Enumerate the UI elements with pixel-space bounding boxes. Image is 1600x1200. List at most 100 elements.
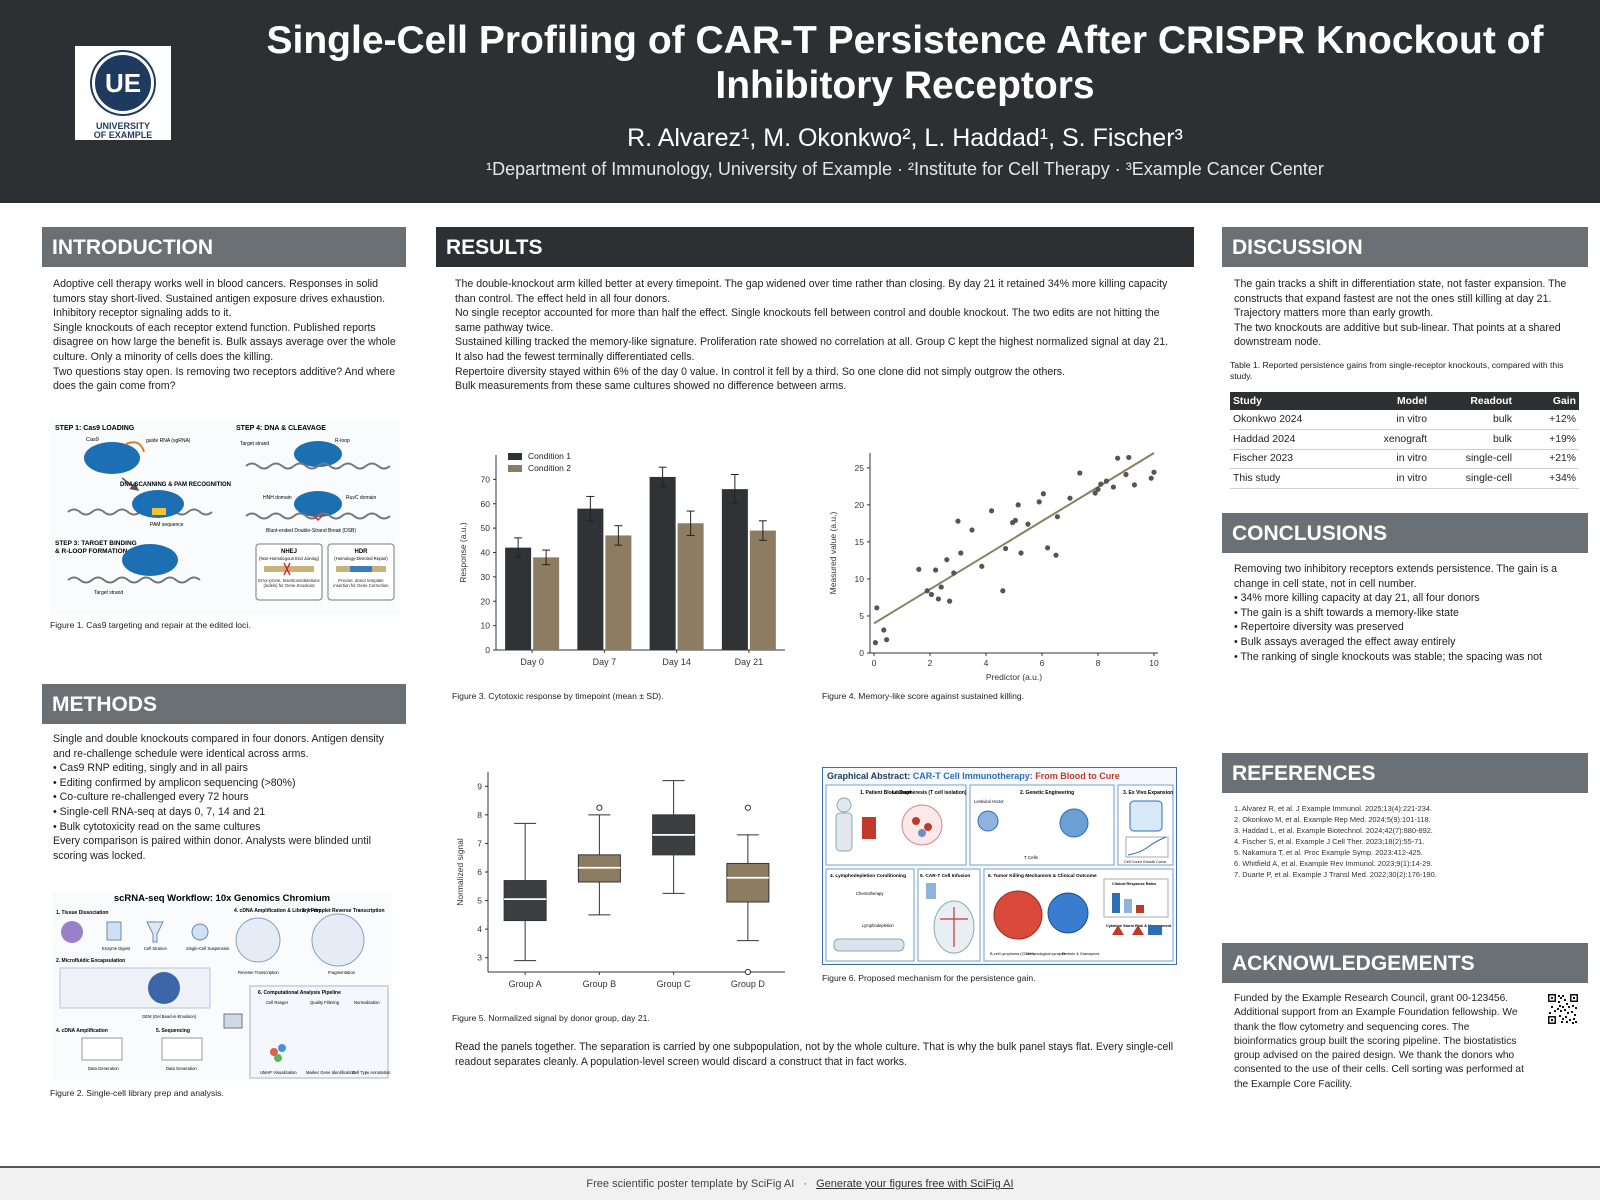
qr-module (1567, 1012, 1569, 1014)
fig6-p4: 4. Lymphodepletion Conditioning (830, 873, 906, 879)
qr-module (1575, 1021, 1577, 1023)
conclusions-text: Removing two inhibitory receptors extend… (1234, 562, 1576, 664)
fig1-target-label: Target strand (94, 590, 123, 596)
y-tick-label: 70 (481, 474, 491, 484)
fig2-suspension: Single-Cell Suspension (186, 946, 230, 951)
fig6-perforin: Perforin & Granzymes (1062, 952, 1099, 956)
y-axis-label: Measured value (a.u.) (828, 511, 838, 594)
scatter-point (1098, 481, 1104, 487)
svg-text:Graphical Abstract: CAR-T Cell: Graphical Abstract: CAR-T Cell Immunothe… (827, 771, 1120, 781)
table-cell: in vitro (1350, 468, 1430, 489)
scatter-point (1018, 550, 1024, 556)
fig6-p1b: Leukapheresis (T cell isolation) (892, 790, 967, 796)
scatter-point (944, 557, 950, 563)
qr-module (1557, 1008, 1559, 1010)
footer-link[interactable]: Generate your figures free with SciFig A… (816, 1178, 1014, 1190)
donor-template-icon (350, 566, 372, 572)
conclusions-bullet: • The ranking of single knockouts was st… (1234, 650, 1542, 663)
fig6-tcells: T Cells (1024, 855, 1039, 860)
scatter-point (1025, 521, 1031, 527)
qr-finder-core (1551, 1019, 1553, 1021)
x-tick-label: 8 (1096, 658, 1101, 668)
table-cell: Fischer 2023 (1230, 449, 1350, 469)
table-header-cell: Readout (1430, 392, 1515, 410)
y-tick-label: 5 (859, 611, 864, 621)
scatter-point (1077, 470, 1083, 476)
fig2-strainer: Cell Strainer (144, 946, 168, 951)
scatter-point (947, 598, 953, 604)
fig2-norm: Normalization (354, 1000, 380, 1005)
reference-item: 6. Whitfield A, et al. Example Rev Immun… (1234, 859, 1433, 868)
scatter-point (874, 605, 880, 611)
fig1-dsb-label: Blunt-ended Double-Strand Break (DSB) (266, 528, 356, 534)
table-header-cell: Model (1350, 392, 1430, 410)
scatter-point (951, 570, 957, 576)
fig2-frag: Fragmentation (328, 970, 356, 975)
fig1-step4-label: STEP 4: DNA & CLEAVAGE (236, 425, 326, 432)
reference-item: 3. Haddad L, et al. Example Biotechnol. … (1234, 826, 1433, 835)
y-tick-label: 3 (477, 953, 482, 963)
qr-module (1562, 1018, 1564, 1020)
qr-module (1554, 1010, 1556, 1012)
fig6-growth: Cell Count Growth Curve (1124, 860, 1166, 864)
poster-title: Single-Cell Profiling of CAR-T Persisten… (210, 18, 1600, 108)
intro-paragraph: Two questions stay open. Is removing two… (53, 365, 396, 393)
droplet-icon (235, 917, 281, 963)
fig2-step4a: 4. cDNA Amplification & Library Prep (234, 908, 322, 914)
y-tick-label: 10 (481, 621, 491, 631)
tube-icon (106, 921, 122, 941)
figure-1-crispr-diagram: STEP 1: Cas9 LOADING STEP 4: DNA & CLEAV… (50, 420, 400, 615)
scatter-point (1148, 475, 1154, 481)
blood-bag-icon (862, 817, 876, 839)
y-tick-label: 10 (855, 574, 865, 584)
affiliations: ¹Department of Immunology, University of… (486, 159, 1324, 179)
reference-item: 5. Nakamura T, et al. Proc Example Symp.… (1234, 848, 1423, 857)
figure-1-caption: Figure 1. Cas9 targeting and repair at t… (50, 620, 251, 630)
scatter-point (933, 567, 939, 573)
table-row: Okonkwo 2024 in vitro bulk +12% (1230, 410, 1579, 430)
bar (677, 523, 704, 650)
outlier-point (744, 968, 751, 976)
methods-paragraph: Single and double knockouts compared in … (53, 733, 384, 760)
table-row: Haddad 2024 xenograft bulk +19% (1230, 429, 1579, 450)
fig6-title-a: Graphical Abstract: (827, 771, 913, 781)
table-cell: +19% (1515, 429, 1579, 450)
scatter-point (969, 527, 975, 533)
scatter-point (1092, 490, 1098, 496)
references-heading: REFERENCES (1222, 753, 1588, 793)
fig2-rt: Reverse Transcription (238, 970, 279, 975)
qr-module (1564, 1009, 1566, 1011)
results-paragraph: Sustained killing tracked the memory-lik… (455, 336, 1169, 363)
scatter-point (935, 596, 941, 602)
scatter-point (1012, 517, 1018, 524)
qr-code-icon[interactable] (1548, 994, 1578, 1024)
y-tick-label: 0 (859, 648, 864, 658)
x-tick-label: Group C (657, 979, 692, 989)
scatter-point (924, 588, 930, 594)
scatter-point (989, 508, 995, 514)
x-tick-label: 4 (984, 658, 989, 668)
iv-bag-icon (926, 883, 936, 899)
poster-footer: Free scientific poster template by SciFi… (0, 1166, 1600, 1200)
fig6-p3: 3. Ex Vivo Expansion (1123, 790, 1173, 796)
y-tick-label: 5 (477, 896, 482, 906)
results-closing-text: Read the panels together. The separation… (455, 1041, 1174, 1068)
reference-item: 1. Alvarez R, et al. J Example Immunol. … (1234, 804, 1433, 813)
table-header-cell: Study (1230, 392, 1350, 410)
table-cell: Haddad 2024 (1230, 429, 1350, 450)
scatter-point (1015, 502, 1021, 508)
conclusions-bullet: • Repertoire diversity was preserved (1234, 621, 1404, 634)
bar (505, 547, 532, 650)
logo-text-line1: UNIVERSITY (95, 121, 150, 131)
fig2-step6: 6. Computational Analysis Pipeline (258, 990, 341, 996)
scatter-point (1054, 514, 1060, 520)
conclusions-bullet: • Bulk assays averaged the effect away e… (1234, 635, 1456, 648)
scatter-point (1123, 471, 1129, 478)
fig1-target-strand-label: Target strand (240, 441, 269, 447)
conclusions-paragraph: Removing two inhibitory receptors extend… (1234, 563, 1558, 590)
results-paragraph: The double-knockout arm killed better at… (455, 278, 1168, 305)
figure-5-caption: Figure 5. Normalized signal by donor gro… (452, 1013, 650, 1023)
fig1-hdr-label: HDR (355, 549, 369, 555)
scatter-point (1036, 499, 1042, 505)
fig1-step1-label: STEP 1: Cas9 LOADING (55, 425, 135, 432)
